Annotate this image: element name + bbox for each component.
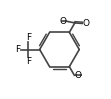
Text: O: O <box>75 71 82 80</box>
Text: O: O <box>60 17 67 26</box>
Text: O: O <box>83 19 90 28</box>
Text: F: F <box>26 57 31 66</box>
Text: F: F <box>16 45 21 54</box>
Text: F: F <box>26 33 31 42</box>
